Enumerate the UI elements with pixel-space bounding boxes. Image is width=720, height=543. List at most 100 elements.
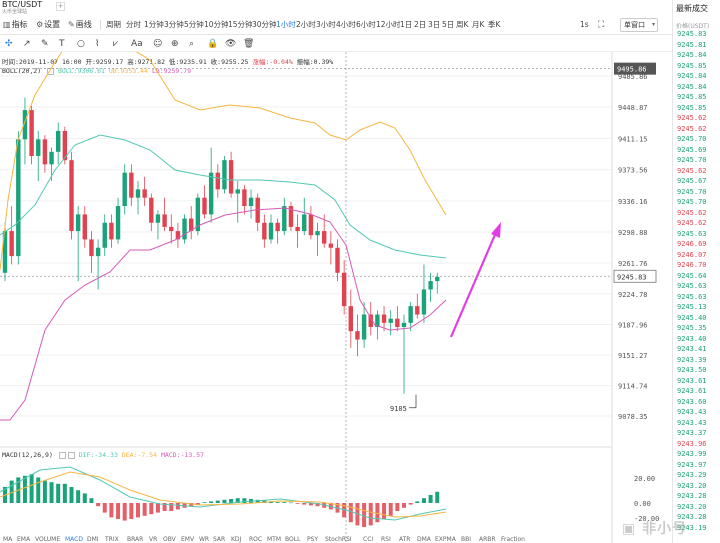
text-icon[interactable]: Aa bbox=[131, 39, 143, 49]
indicator-tab-fraction[interactable]: Fraction bbox=[501, 536, 525, 543]
indicator-tab-vr[interactable]: VR bbox=[149, 536, 157, 543]
macd-bar-up bbox=[242, 498, 247, 503]
expand-icon[interactable]: ⛶ bbox=[598, 20, 605, 30]
timeframe-5[interactable]: 10分钟 bbox=[204, 20, 229, 29]
timeframe-4[interactable]: 5分钟 bbox=[184, 20, 204, 29]
candle-down bbox=[169, 226, 174, 232]
macd-bar-down bbox=[109, 503, 114, 518]
indicator-tab-ma[interactable]: MA bbox=[3, 536, 13, 543]
boll-settings-box[interactable] bbox=[47, 67, 55, 75]
trade-row: 9245.85 bbox=[677, 93, 707, 101]
timeframe-11[interactable]: 4小时 bbox=[336, 20, 356, 29]
candle-down bbox=[415, 306, 420, 315]
indicator-tab-atr[interactable]: ATR bbox=[399, 536, 410, 543]
high-price-tag bbox=[614, 62, 656, 75]
indicator-tab-trix[interactable]: TRIX bbox=[104, 536, 119, 543]
macd-bar-down bbox=[136, 503, 140, 518]
indicator-tab-obv[interactable]: OBV bbox=[163, 536, 177, 543]
trade-row: 9245.69 bbox=[677, 145, 707, 154]
candle-down bbox=[262, 222, 267, 240]
timeframe-13[interactable]: 12小时 bbox=[376, 20, 401, 29]
circle-icon[interactable]: ○ bbox=[77, 39, 85, 49]
trade-row: 9243.37 bbox=[677, 429, 707, 437]
seconds-button[interactable]: 1s bbox=[580, 20, 589, 29]
indicator-tab-mtm[interactable]: MTM bbox=[267, 536, 281, 543]
price-column-header: 价格(USDT) bbox=[676, 23, 710, 30]
candle-up bbox=[375, 314, 380, 328]
timeframe-17[interactable]: 5日 bbox=[442, 20, 455, 29]
indicator-tab-boll[interactable]: BOLL bbox=[285, 536, 301, 543]
fib-icon[interactable]: ⌇ bbox=[95, 39, 100, 49]
indicator-tab-macd[interactable]: MACD bbox=[65, 536, 83, 543]
macd-bar-up bbox=[76, 490, 81, 503]
new-tab-button[interactable]: + bbox=[56, 2, 65, 11]
macd-dea-line bbox=[0, 471, 447, 518]
indicator-tab-emv[interactable]: EMV bbox=[181, 536, 195, 543]
indicator-tab-wr[interactable]: WR bbox=[199, 536, 209, 543]
indicator-tab-stochrsi[interactable]: StochRSI bbox=[325, 536, 352, 543]
indicator-tab-sar[interactable]: SAR bbox=[213, 536, 225, 543]
zoom-icon[interactable]: ⊕ bbox=[171, 39, 179, 49]
indicators-button[interactable]: ▥指标 bbox=[3, 20, 28, 29]
lock-icon[interactable]: 🔒 bbox=[207, 39, 219, 49]
macd-bar-up bbox=[36, 477, 41, 503]
timeframe-15[interactable]: 2日 bbox=[414, 20, 427, 29]
timeframe-2[interactable]: 1分钟 bbox=[144, 20, 164, 29]
timeframe-6[interactable]: 15分钟 bbox=[228, 20, 253, 29]
indicator-tab-volume[interactable]: VOLUME bbox=[35, 536, 60, 543]
timeframe-12[interactable]: 6小时 bbox=[356, 20, 376, 29]
eye-icon[interactable]: 👁 bbox=[225, 39, 237, 49]
timeframe-8[interactable]: 1小时 bbox=[276, 20, 296, 29]
macd-tick-label: 0.00 bbox=[634, 500, 651, 508]
timeframe-0[interactable]: 周期 bbox=[106, 20, 121, 29]
indicator-tab-dmi[interactable]: DMI bbox=[87, 536, 99, 543]
drawing-button[interactable]: ✎画线 bbox=[68, 20, 92, 29]
indicator-tab-bbi[interactable]: BBI bbox=[461, 536, 471, 543]
candle-up bbox=[182, 218, 187, 240]
macd-settings-box[interactable] bbox=[58, 451, 66, 459]
candle-down bbox=[189, 218, 194, 232]
macd-bar-up bbox=[275, 502, 280, 503]
timeframe-20[interactable]: 季K bbox=[488, 20, 501, 29]
macd-bar-down bbox=[342, 503, 347, 518]
indicator-tab-dma[interactable]: DMA bbox=[417, 536, 432, 543]
macd-close-box[interactable] bbox=[67, 451, 75, 459]
bars-icon: ▥ bbox=[3, 20, 11, 29]
indicator-tab-ema[interactable]: EMA bbox=[17, 536, 31, 543]
indicator-tab-expma[interactable]: EXPMA bbox=[435, 536, 457, 543]
macd-bar-down bbox=[162, 503, 167, 511]
candlestick-chart[interactable]: 9485.86 9448.87 9411.15 9373.56 9336.16 9298.… bbox=[0, 52, 672, 543]
candle-down bbox=[109, 222, 114, 240]
indicator-tab-kdj[interactable]: KDJ bbox=[231, 536, 242, 543]
settings-button[interactable]: ⚙设置 bbox=[36, 20, 61, 29]
macd-bar-up bbox=[82, 493, 87, 503]
trade-row: 9243.40 bbox=[677, 334, 707, 343]
emoji-icon[interactable]: ☺ bbox=[153, 39, 163, 49]
timeframe-16[interactable]: 3日 bbox=[428, 20, 441, 29]
layout-select[interactable]: 单窗口 ▾ bbox=[620, 18, 658, 32]
crosshair-icon[interactable]: ✣ bbox=[5, 39, 13, 49]
timeframe-3[interactable]: 3分钟 bbox=[164, 20, 184, 29]
timeframe-14[interactable]: 1日 bbox=[400, 20, 413, 29]
candle-up bbox=[22, 110, 28, 140]
timeframe-19[interactable]: 月K bbox=[472, 20, 485, 29]
candle-up bbox=[75, 214, 81, 232]
indicator-tab-psy[interactable]: PSY bbox=[307, 536, 318, 543]
indicator-tab-arbr[interactable]: ARBR bbox=[479, 536, 496, 543]
timeframe-9[interactable]: 2小时 bbox=[296, 20, 316, 29]
trash-icon[interactable]: 🗑 bbox=[243, 39, 255, 49]
text-tool-icon[interactable]: T bbox=[59, 39, 65, 49]
indicator-tab-rsi[interactable]: RSI bbox=[381, 536, 391, 543]
wave-icon[interactable]: ⩗ bbox=[113, 39, 119, 49]
timeframe-10[interactable]: 3小时 bbox=[316, 20, 336, 29]
indicator-tab-roc[interactable]: ROC bbox=[249, 536, 262, 543]
magnet-icon[interactable]: ⌕ bbox=[189, 39, 195, 49]
pen-icon[interactable]: ✎ bbox=[41, 39, 49, 49]
symbol-tab[interactable]: BTC/USDT bbox=[2, 0, 43, 9]
timeframe-18[interactable]: 周K bbox=[456, 20, 469, 29]
line-icon[interactable]: ↗ bbox=[23, 39, 31, 49]
timeframe-1[interactable]: 分时 bbox=[126, 20, 141, 29]
indicator-tab-brar[interactable]: BRAR bbox=[127, 536, 143, 543]
indicator-tab-cci[interactable]: CCI bbox=[363, 536, 373, 543]
timeframe-7[interactable]: 30分钟 bbox=[252, 20, 277, 29]
